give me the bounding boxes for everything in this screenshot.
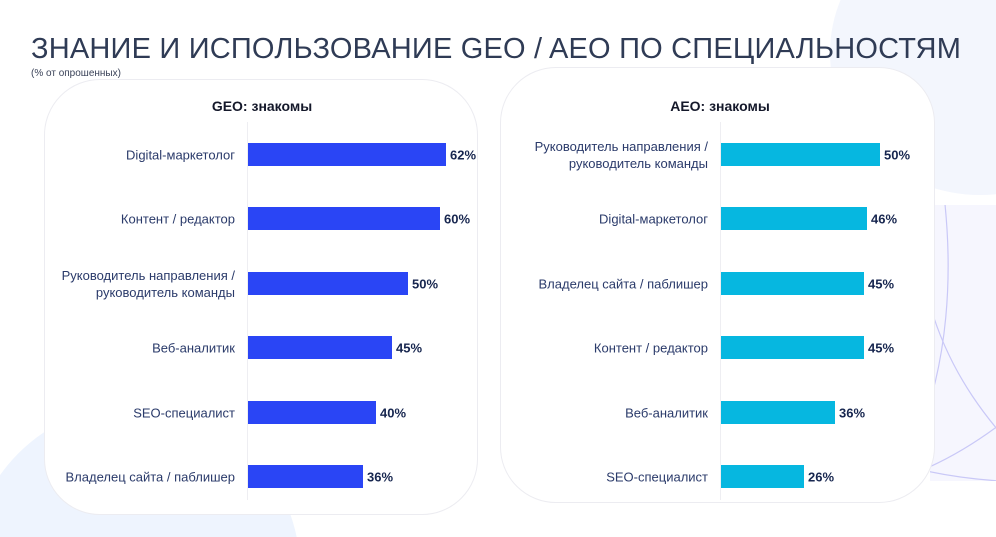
bar-category-label: Владелец сайта / паблишер bbox=[65, 469, 235, 484]
bar-value-label: 50% bbox=[884, 147, 911, 162]
bar bbox=[248, 336, 392, 359]
bar-value-label: 60% bbox=[444, 211, 471, 226]
bar-row: Веб-аналитик 45% bbox=[0, 336, 996, 359]
bar bbox=[721, 401, 835, 424]
bar bbox=[248, 272, 408, 295]
bar-row: Контент / редактор 60% bbox=[0, 207, 996, 230]
bar-value-label: 45% bbox=[396, 340, 423, 355]
bar-value-label: 40% bbox=[380, 405, 407, 420]
bar bbox=[248, 401, 376, 424]
geo-chart-title: GEO: знакомы bbox=[211, 98, 313, 114]
page-subtitle: (% от опрошенных) bbox=[31, 68, 121, 79]
bar bbox=[248, 143, 446, 166]
bar bbox=[721, 207, 867, 230]
bar-value-label: 62% bbox=[450, 147, 477, 162]
bar-value-label: 45% bbox=[868, 340, 895, 355]
bar-category-label: Руководитель направления / руководитель к… bbox=[534, 138, 708, 171]
bar-category-label: Контент / редактор bbox=[120, 211, 235, 226]
bar-category-label: Веб-аналитик bbox=[152, 340, 235, 355]
bar-category-label: Веб-аналитик bbox=[625, 405, 708, 420]
bar bbox=[248, 465, 363, 488]
bar-value-label: 26% bbox=[808, 469, 835, 484]
decorative-arcs-icon bbox=[930, 205, 996, 481]
bar-value-label: 45% bbox=[868, 276, 895, 291]
bar-row: Руководитель направления / руководитель к… bbox=[0, 268, 996, 300]
bar bbox=[721, 336, 864, 359]
bar-row: Digital-маркетолог 62% bbox=[0, 143, 996, 166]
bar-row: Владелец сайта / паблишер 36% bbox=[0, 465, 996, 488]
aeo-chart-title: AEO: знакомы bbox=[670, 98, 770, 114]
bar-row: Руководитель направления / руководитель к… bbox=[0, 139, 996, 171]
bar-value-label: 36% bbox=[839, 405, 866, 420]
bar-category-label: Digital-маркетолог bbox=[599, 211, 708, 226]
bar-row: Digital-маркетолог 46% bbox=[0, 207, 996, 230]
bar-row: SEO-специалист 26% bbox=[0, 465, 996, 488]
bar bbox=[721, 143, 880, 166]
bar-row: SEO-специалист 40% bbox=[0, 401, 996, 424]
page-title: ЗНАНИЕ И ИСПОЛЬЗОВАНИЕ GEO / AEO ПО СПЕЦ… bbox=[31, 33, 962, 65]
bar-row: Контент / редактор 45% bbox=[0, 336, 996, 359]
decorative-panel-right bbox=[930, 205, 996, 481]
bar bbox=[721, 465, 804, 488]
bar-category-label: Контент / редактор bbox=[593, 340, 708, 355]
bar-category-label: SEO-специалист bbox=[606, 469, 708, 484]
bar-value-label: 36% bbox=[367, 469, 394, 484]
bar-category-label: Digital-маркетолог bbox=[126, 147, 235, 162]
bar-value-label: 50% bbox=[412, 276, 439, 291]
geo-axis-line bbox=[247, 122, 248, 500]
aeo-axis-line bbox=[720, 122, 721, 500]
bar-value-label: 46% bbox=[871, 211, 898, 226]
bar-category-label: SEO-специалист bbox=[133, 405, 235, 420]
bar-row: Веб-аналитик 36% bbox=[0, 401, 996, 424]
bar-category-label: Руководитель направления / руководитель к… bbox=[61, 267, 235, 300]
bar bbox=[248, 207, 440, 230]
bar-category-label: Владелец сайта / паблишер bbox=[538, 276, 708, 291]
bar bbox=[721, 272, 864, 295]
bar-row: Владелец сайта / паблишер 45% bbox=[0, 272, 996, 295]
